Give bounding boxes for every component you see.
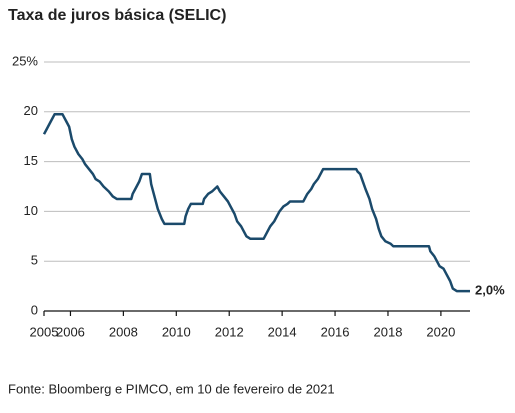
x-tick-label: 2008 [109,324,138,339]
source-note: Fonte: Bloomberg e PIMCO, em 10 de fever… [8,381,335,396]
y-tick-label: 5 [31,253,38,268]
x-tick-label: 2012 [215,324,244,339]
x-tick-label: 2016 [321,324,350,339]
x-tick-label: 2020 [426,324,455,339]
x-tick-label: 2006 [56,324,85,339]
y-tick-label: 10 [24,203,38,218]
chart-title: Taxa de juros básica (SELIC) [8,7,226,24]
x-tick-label: 2018 [374,324,403,339]
y-tick-label: 15 [24,153,38,168]
x-tick-label: 2010 [162,324,191,339]
value-label: 2,0% [475,283,505,298]
series-line [42,113,470,293]
x-tick-label: 2014 [268,324,297,339]
y-tick-label: 25% [12,53,38,68]
y-tick-label: 0 [31,302,38,317]
x-tick-label: 2005 [30,324,59,339]
y-tick-label: 20 [24,103,38,118]
